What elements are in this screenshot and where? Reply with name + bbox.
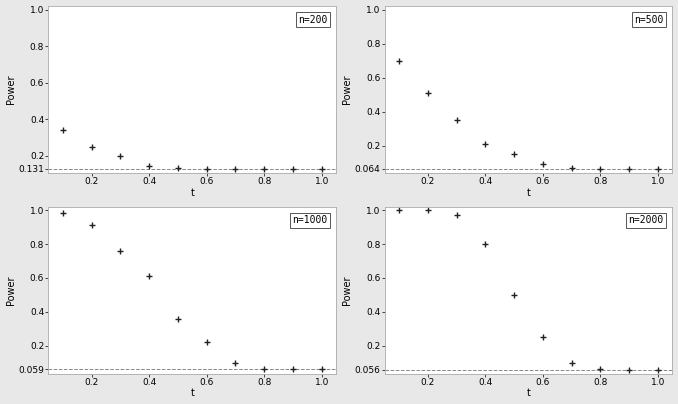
X-axis label: t: t xyxy=(191,188,194,198)
Text: n=500: n=500 xyxy=(635,15,664,25)
Y-axis label: Power: Power xyxy=(342,276,352,305)
Text: n=2000: n=2000 xyxy=(629,215,664,225)
Y-axis label: Power: Power xyxy=(5,276,16,305)
X-axis label: t: t xyxy=(191,388,194,398)
Text: n=1000: n=1000 xyxy=(292,215,327,225)
X-axis label: t: t xyxy=(527,388,530,398)
Y-axis label: Power: Power xyxy=(342,75,352,105)
Text: n=200: n=200 xyxy=(298,15,327,25)
Y-axis label: Power: Power xyxy=(5,75,16,105)
X-axis label: t: t xyxy=(527,188,530,198)
